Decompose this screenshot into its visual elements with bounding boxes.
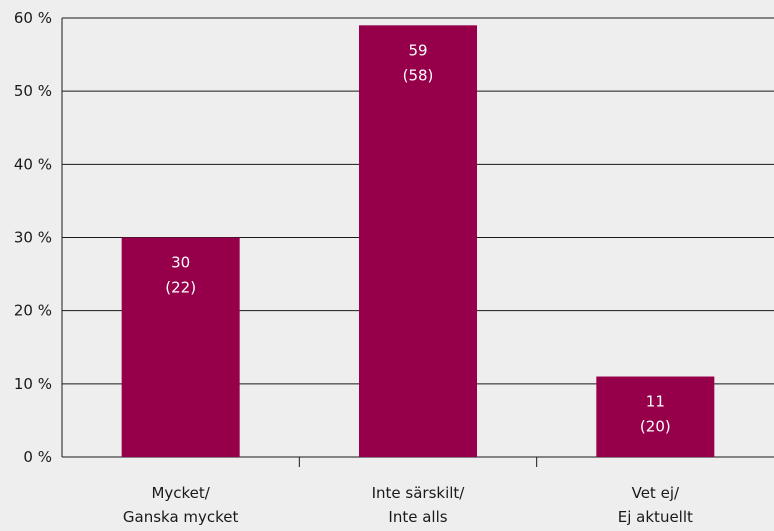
y-tick-label: 60 % bbox=[14, 9, 52, 27]
bar bbox=[121, 237, 240, 457]
bar bbox=[596, 376, 715, 457]
data-label-comparison: (58) bbox=[403, 66, 434, 84]
bars bbox=[121, 25, 715, 458]
y-tick-label: 10 % bbox=[14, 375, 52, 393]
x-tick-label: Inte särskilt/ bbox=[372, 484, 466, 502]
x-tick-label: Inte alls bbox=[388, 508, 447, 526]
data-label: 30 bbox=[171, 254, 190, 272]
y-axis: 0 % 10 % 20 % 30 % 40 % 50 % 60 % bbox=[14, 9, 63, 466]
x-tick-label: Ganska mycket bbox=[123, 508, 239, 526]
data-label-comparison: (22) bbox=[165, 279, 196, 297]
y-tick-label: 40 % bbox=[14, 155, 52, 173]
data-label: 11 bbox=[646, 393, 665, 411]
x-axis: Mycket/Ganska mycket Inte särskilt/Inte a… bbox=[123, 457, 693, 526]
y-tick-label: 30 % bbox=[14, 229, 52, 247]
y-tick-label: 20 % bbox=[14, 302, 52, 320]
x-tick-label: Ej aktuellt bbox=[618, 508, 693, 526]
data-labels: 30 (22) 59 (58) 11 (20) bbox=[165, 41, 670, 435]
y-tick-label: 50 % bbox=[14, 82, 52, 100]
data-label-comparison: (20) bbox=[640, 418, 671, 436]
x-tick-label: Mycket/ bbox=[151, 484, 210, 502]
y-tick-label: 0 % bbox=[23, 448, 52, 466]
bar bbox=[359, 25, 477, 458]
data-label: 59 bbox=[408, 41, 427, 59]
x-tick-label: Vet ej/ bbox=[632, 484, 680, 502]
